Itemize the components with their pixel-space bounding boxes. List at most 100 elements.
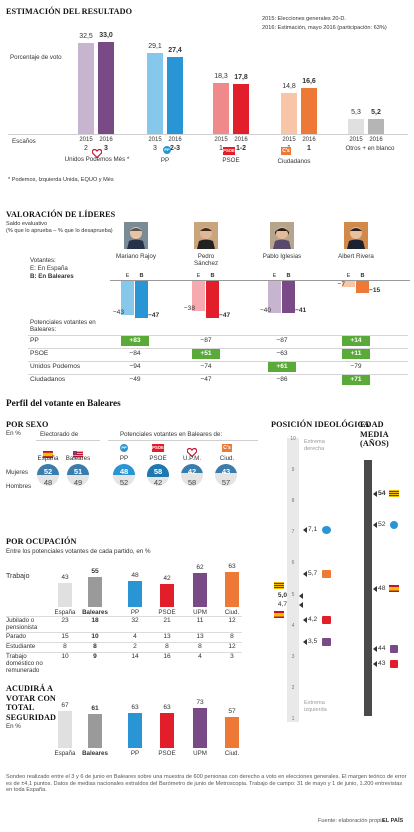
col-psoe: PSOE — [149, 455, 167, 462]
year-podemos-2016: 2016 — [99, 137, 113, 143]
lider-val-3-B: −15 — [369, 286, 381, 294]
lider-eb-0-B: B — [139, 273, 144, 279]
ideo-logo-5 — [322, 638, 331, 647]
table-cell-2-3: −79 — [350, 363, 362, 370]
electorado-label: Electorado de — [40, 431, 79, 438]
ideology-scale — [287, 438, 299, 722]
sexo-ball-1 — [67, 464, 89, 486]
ocup-cell-2-2: 2 — [133, 643, 137, 650]
rajoy-portrait — [124, 222, 148, 249]
lider-val-1-B: −47 — [219, 312, 231, 320]
edad-title: EDAD MEDIA (AÑOS) — [360, 420, 389, 448]
baleares-flag-icon — [73, 445, 83, 458]
ocup-cell-2-4: 8 — [198, 643, 202, 650]
table-cell-0-2: −87 — [276, 337, 288, 344]
sexo-ball-fill-2 — [113, 464, 135, 475]
ocup-cell-1-3: 13 — [163, 633, 171, 640]
ideo-tick-4: 4 — [291, 622, 295, 629]
ocup-cell-2-0: 8 — [63, 643, 67, 650]
seats-pp-2015: 3 — [153, 145, 157, 152]
lider-bar-2-B — [282, 281, 295, 314]
spain-flag-icon — [43, 445, 53, 458]
year-cs-2016: 2016 — [302, 137, 316, 143]
edad-logo-1 — [390, 521, 398, 529]
seats-pp-2016: 2-3 — [169, 145, 181, 152]
sexo-unit: En % — [6, 430, 21, 437]
seats-podemos-2016: 3 — [104, 145, 108, 152]
edad-val-1: 52 — [378, 521, 386, 528]
age-scale — [364, 460, 372, 716]
ideo-marker-0 — [303, 527, 307, 534]
sexo-val-m-3: 58 — [153, 467, 163, 476]
edad-marker-3 — [373, 646, 377, 652]
row-hombres: Hombres — [6, 483, 32, 490]
edad-logo-3 — [390, 645, 398, 653]
valoracion-subtitle: Saldo evaluativo — [6, 221, 48, 227]
footnote: * Podemos, Izquierda Unida, EQUO y Més — [8, 177, 114, 183]
year-podemos-2015: 2015 — [79, 137, 93, 143]
source-text: Fuente: elaboración propia. — [318, 818, 387, 824]
ideo-tick-8: 8 — [291, 498, 295, 505]
ideo-tick-6: 6 — [291, 560, 295, 567]
sexo-ball-fill-0 — [37, 464, 59, 476]
acud-cat-1: Baleares — [82, 750, 108, 757]
rivera-portrait — [344, 222, 368, 249]
ocup-cell-0-4: 11 — [196, 617, 204, 624]
potenciales-sexo-label: Potenciales votantes en Baleares de: — [120, 431, 223, 438]
table-cell-3-1: −47 — [200, 376, 212, 383]
col-espana: España — [37, 455, 59, 462]
extrema-derecha: Extrema derecha — [304, 439, 325, 452]
ideo-marker-4 — [303, 617, 307, 624]
bar-psoe-2016 — [233, 84, 249, 134]
lider-bar-0-B — [135, 281, 148, 319]
bar-cs-2016 — [301, 87, 317, 134]
ocup-cell-1-5: 8 — [230, 633, 234, 640]
seats-cs-2016: 1 — [307, 145, 311, 152]
ideo-flag-espana — [274, 610, 284, 618]
sexo-ball-fill-3 — [147, 464, 169, 477]
sexo-val-h-0: 48 — [43, 478, 53, 487]
sexo-ball-fill-1 — [67, 464, 89, 476]
edad-chart: 54 52 48 44 43 — [373, 490, 399, 668]
ideo-logo-4 — [322, 616, 331, 625]
ideo-tick-7: 7 — [291, 529, 295, 536]
table-cell-1-1: +51 — [192, 349, 220, 359]
methodology-note: Sondeo realizado entre el 3 y 6 de junio… — [6, 774, 407, 794]
acud-cat-2: PP — [130, 750, 140, 757]
potenciales-label: Potenciales votantes en Baleares: — [30, 319, 96, 334]
edad-marker-4 — [373, 661, 377, 667]
sexo-chart: 52 48 51 49 48 52 58 42 42 58 43 57 — [37, 464, 237, 487]
acud-val-0: 67 — [61, 702, 69, 710]
electorado-rule — [36, 440, 100, 441]
ocup-bar-2 — [128, 580, 142, 607]
lider-val-0-E: −43 — [112, 308, 124, 316]
psoe-logo-icon: PSOE — [223, 147, 235, 155]
table-cell-3-0: −49 — [129, 376, 141, 383]
table-cell-1-0: −84 — [129, 350, 141, 357]
acud-val-4: 73 — [196, 698, 204, 706]
legend-2015: 2015: Elecciones generales 20-D. — [262, 16, 346, 22]
lider-bar-3-E — [342, 281, 355, 287]
psoe-sexo-icon: PSOE — [152, 444, 164, 452]
ideologia-chart: 1 2 3 4 5 6 7 8 9 10 7,1 5,7 5,0 4,7 4,2 3,5 — [274, 436, 331, 722]
value-psoe-2016: 17,8 — [234, 74, 248, 82]
ocup-rule-0 — [6, 616, 242, 617]
table-cell-1-2: −63 — [276, 350, 288, 357]
ideo-tick-9: 9 — [291, 467, 295, 474]
estimacion-chart: 32,5 2015 2 33,0 2016 3 29,1 2015 3 27,4 2016 2-3 PP… — [0, 0, 414, 220]
acud-val-2: 63 — [131, 704, 139, 712]
lider-bar-1-B — [206, 281, 219, 319]
perfil-title: Perfil del votante en Baleares — [6, 398, 121, 408]
table-label-1: PSOE — [30, 350, 49, 357]
pp-sexo-icon: PP — [120, 444, 128, 452]
ideo-tick-5: 5 — [291, 591, 295, 598]
sexo-val-h-1: 49 — [73, 478, 83, 487]
bar-otros-2016 — [368, 119, 384, 134]
acudira-chart: 67 España 61 Baleares 63 PP 63 PSOE 73 UPM 57 Ciud. — [55, 698, 240, 757]
upm-heart-icon — [186, 444, 198, 458]
lider-eb-1-B: B — [210, 273, 215, 279]
cat-label-psoe: PSOE — [222, 157, 240, 164]
ocup-cat-0: España — [54, 609, 76, 616]
ocup-cat-4: UPM — [193, 609, 207, 616]
ocup-label-1: Parado — [6, 633, 26, 640]
